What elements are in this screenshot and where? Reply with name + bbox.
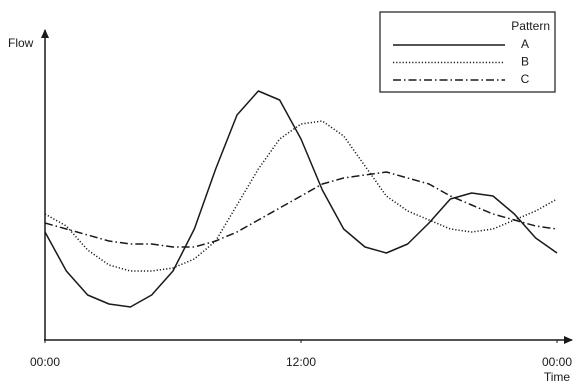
line-series [44, 171, 558, 248]
x-tick-label: 00:00 [542, 355, 572, 369]
line-series [44, 90, 558, 308]
legend-label: B [521, 55, 529, 69]
line-series [44, 120, 558, 272]
legend-box [379, 11, 556, 93]
x-axis-label: Time [544, 370, 571, 384]
legend-label: C [521, 72, 530, 86]
legend-title: Pattern [511, 19, 550, 33]
legend-label: A [521, 37, 529, 51]
x-tick-label: 12:00 [286, 355, 316, 369]
y-axis-label: Flow [8, 36, 34, 50]
x-tick-label: 00:00 [30, 355, 60, 369]
